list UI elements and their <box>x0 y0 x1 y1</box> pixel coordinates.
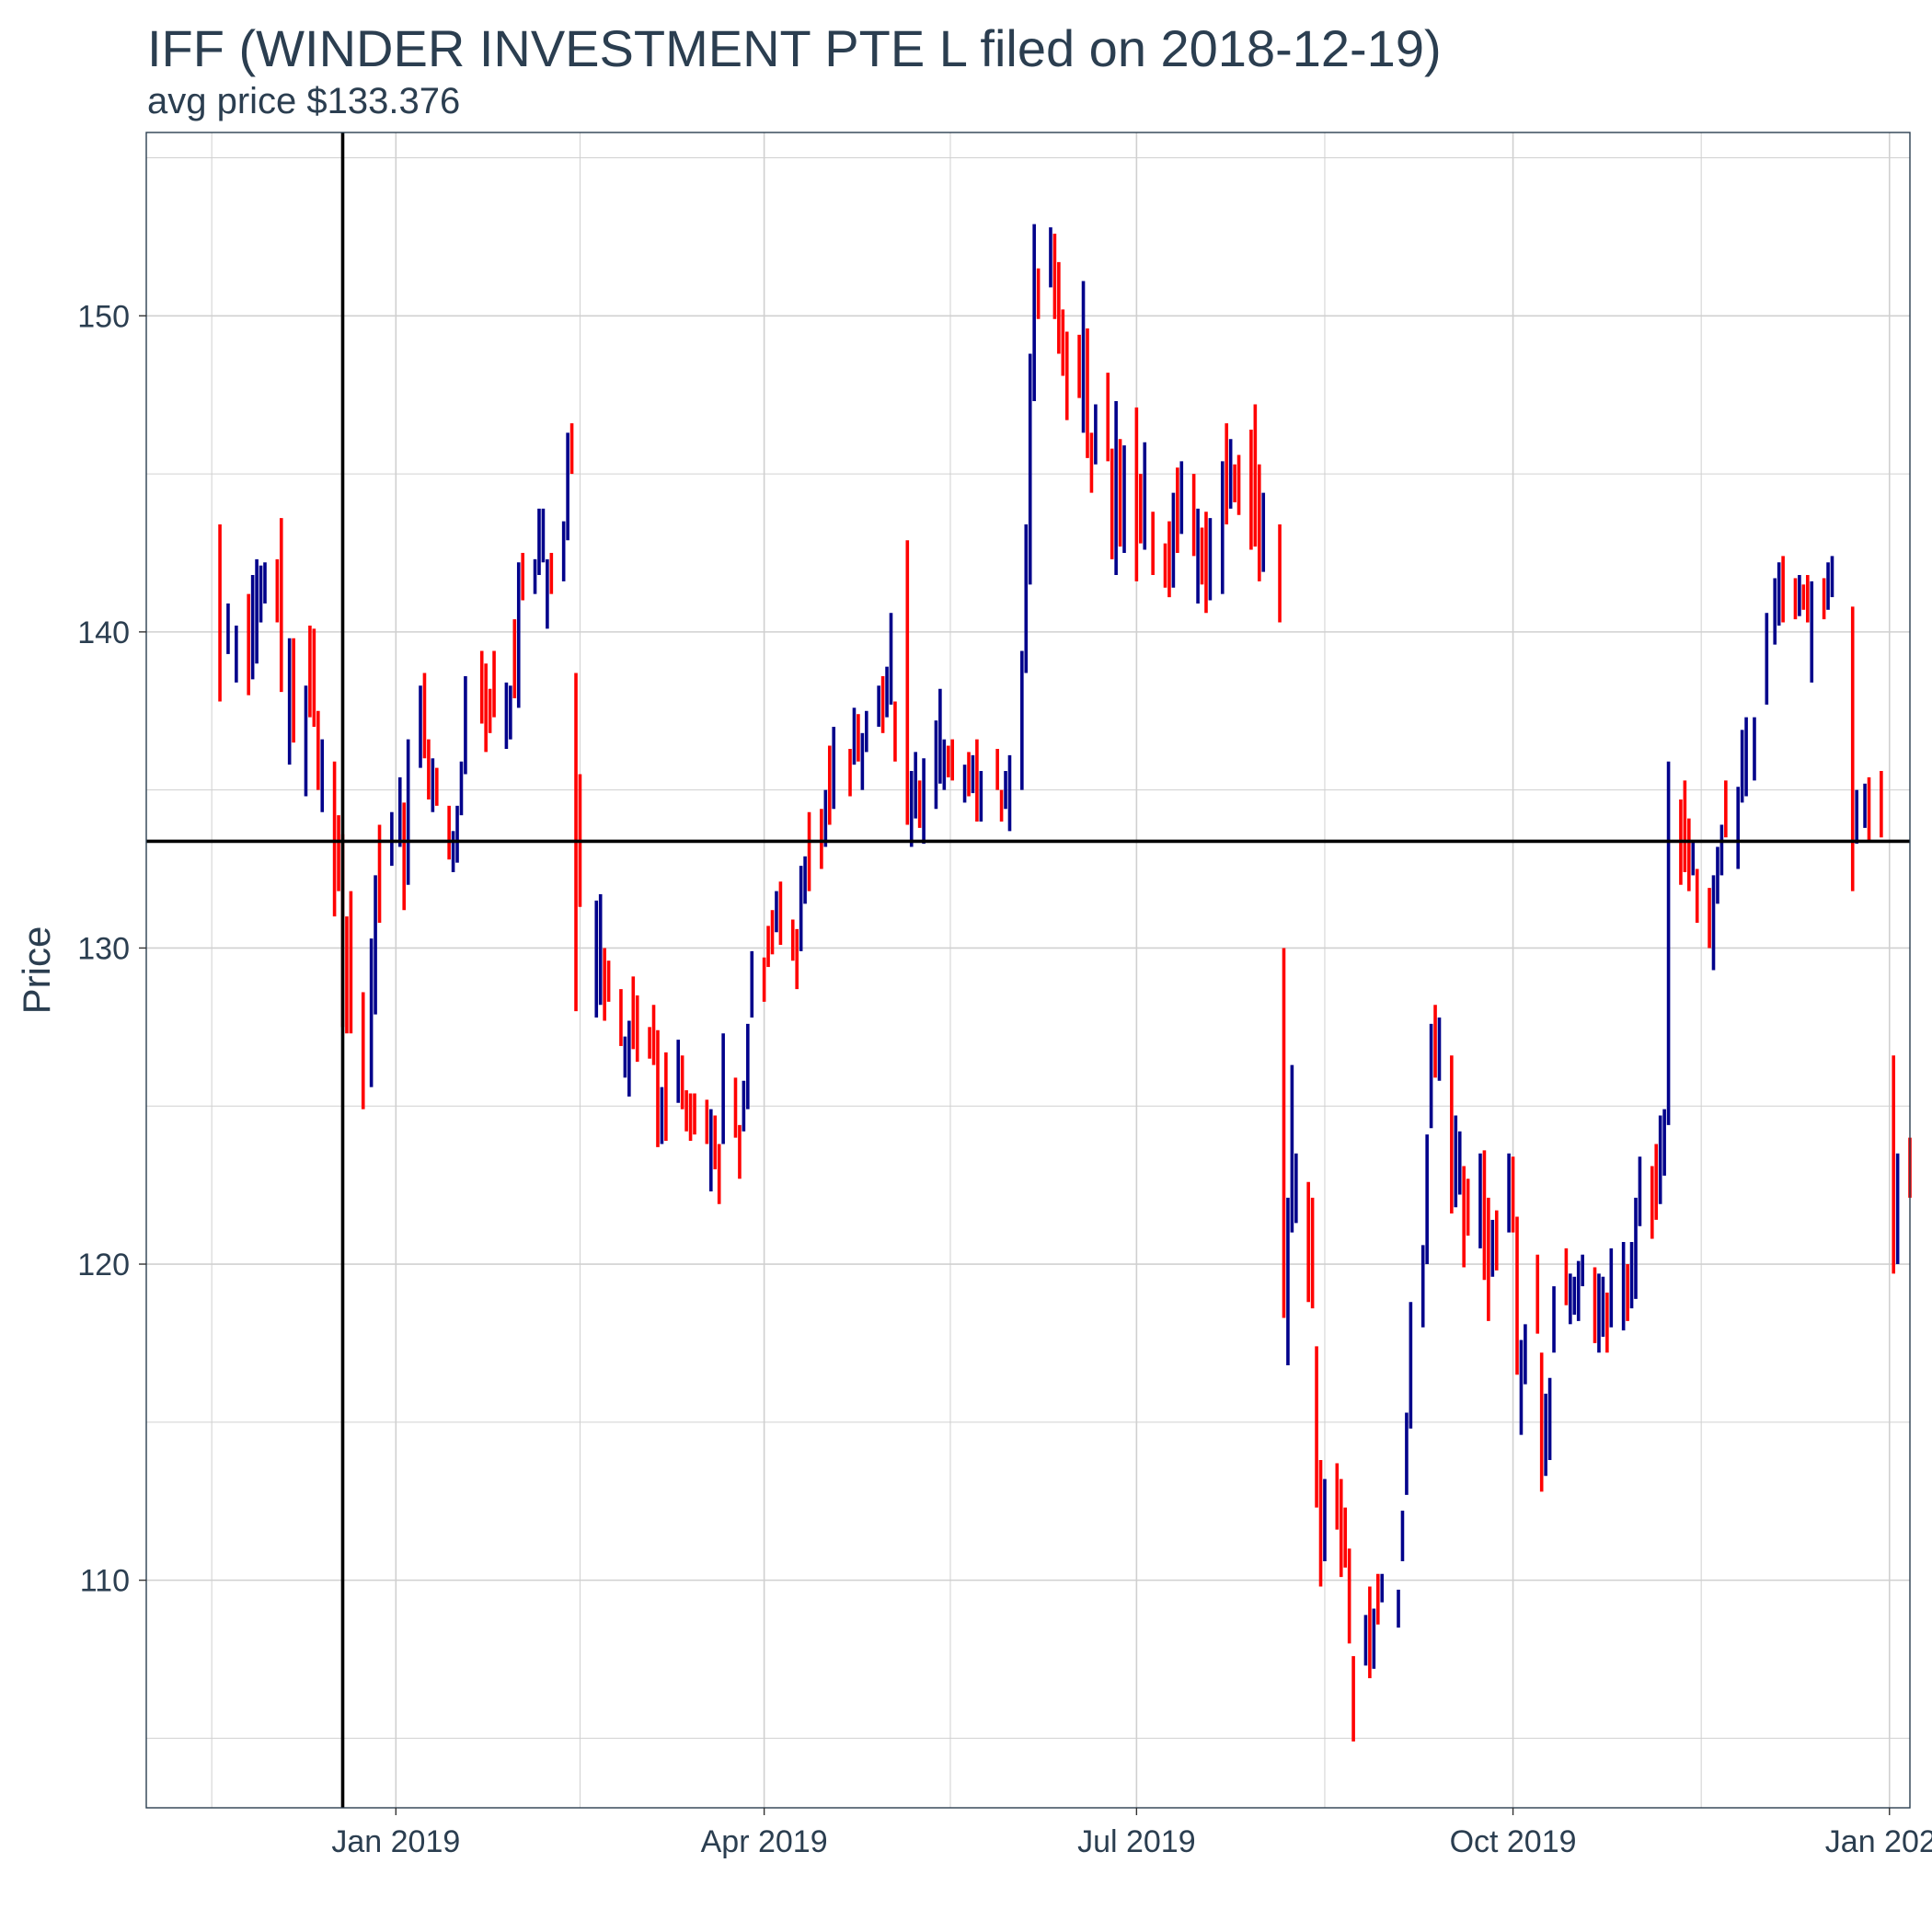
y-tick-label: 150 <box>77 299 130 334</box>
x-tick-label: Jul 2019 <box>1077 1824 1196 1859</box>
x-tick-label: Apr 2019 <box>701 1824 828 1859</box>
chart-title: IFF (WINDER INVESTMENT PTE L filed on 20… <box>147 19 1442 77</box>
plot-panel-border <box>145 132 1911 1809</box>
chart-subtitle: avg price $133.376 <box>147 81 461 121</box>
grid-lines <box>146 132 1910 1808</box>
y-tick-label: 130 <box>77 931 130 966</box>
y-axis-ticks: 110 120 130 140 150 <box>77 299 146 1599</box>
y-tick-label: 110 <box>80 1564 130 1599</box>
y-axis-title: Price <box>15 926 58 1015</box>
y-tick-label: 120 <box>77 1248 130 1282</box>
x-axis-ticks: Jan 2019 Apr 2019 Jul 2019 Oct 2019 Jan 2020 <box>331 1808 1932 1859</box>
x-tick-label: Oct 2019 <box>1450 1824 1577 1859</box>
x-tick-label: Jan 2019 <box>331 1824 460 1859</box>
x-tick-label: Jan 2020 <box>1825 1824 1932 1859</box>
price-bars <box>218 224 1912 1742</box>
reference-lines <box>146 132 1910 1808</box>
y-tick-label: 140 <box>77 615 130 650</box>
